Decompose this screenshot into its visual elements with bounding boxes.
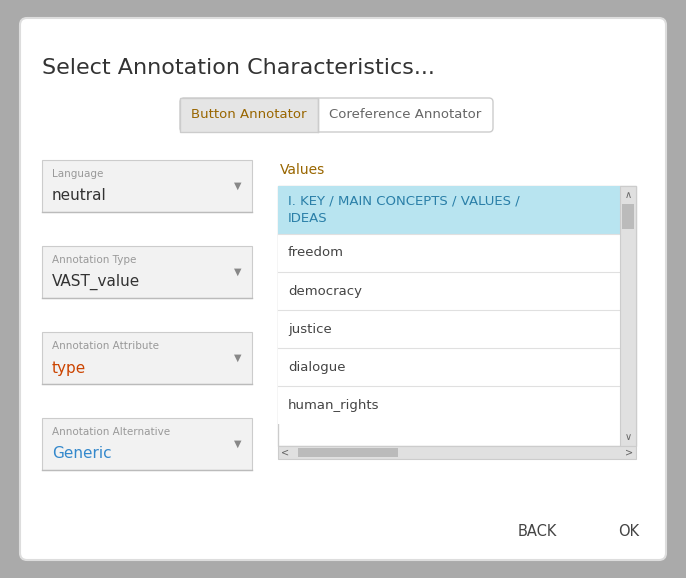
Text: justice: justice (288, 323, 332, 335)
Bar (278, 386, 620, 424)
Text: Coreference Annotator: Coreference Annotator (329, 109, 482, 121)
Bar (278, 348, 620, 386)
Bar (298, 448, 398, 457)
Text: Annotation Type: Annotation Type (52, 255, 137, 265)
Bar (42, 160, 252, 212)
Text: OK: OK (618, 524, 639, 539)
Text: Values: Values (280, 163, 325, 177)
Text: ▼: ▼ (234, 439, 241, 449)
Bar (180, 98, 318, 132)
Bar (278, 446, 636, 459)
Text: Annotation Alternative: Annotation Alternative (52, 427, 170, 437)
Bar (278, 234, 620, 272)
Text: Button Annotator: Button Annotator (191, 109, 307, 121)
Text: neutral: neutral (52, 188, 107, 203)
Text: dialogue: dialogue (288, 361, 346, 373)
Text: ▼: ▼ (234, 353, 241, 363)
Text: Annotation Attribute: Annotation Attribute (52, 341, 159, 351)
Text: <: < (281, 447, 289, 458)
Bar (278, 310, 620, 348)
Text: I. KEY / MAIN CONCEPTS / VALUES /: I. KEY / MAIN CONCEPTS / VALUES / (288, 195, 520, 208)
Text: freedom: freedom (288, 246, 344, 260)
Text: ▼: ▼ (234, 181, 241, 191)
Bar (42, 246, 252, 298)
Bar (620, 186, 636, 446)
Text: Select Annotation Characteristics...: Select Annotation Characteristics... (42, 58, 435, 78)
Text: type: type (52, 361, 86, 376)
Text: Language: Language (52, 169, 104, 179)
Bar (278, 186, 620, 234)
Bar (42, 332, 252, 384)
Text: >: > (625, 447, 633, 458)
Bar (278, 272, 620, 310)
Bar (622, 204, 634, 229)
FancyBboxPatch shape (20, 18, 666, 560)
Text: VAST_value: VAST_value (52, 274, 140, 290)
Text: ∨: ∨ (624, 432, 632, 442)
Bar (42, 418, 252, 470)
Text: ∧: ∧ (624, 190, 632, 200)
Bar (278, 186, 636, 446)
Text: BACK: BACK (518, 524, 557, 539)
Text: human_rights: human_rights (288, 398, 379, 412)
Text: Generic: Generic (52, 446, 112, 461)
Text: ▼: ▼ (234, 267, 241, 277)
Text: IDEAS: IDEAS (288, 212, 328, 224)
Text: democracy: democracy (288, 284, 362, 298)
FancyBboxPatch shape (180, 98, 493, 132)
